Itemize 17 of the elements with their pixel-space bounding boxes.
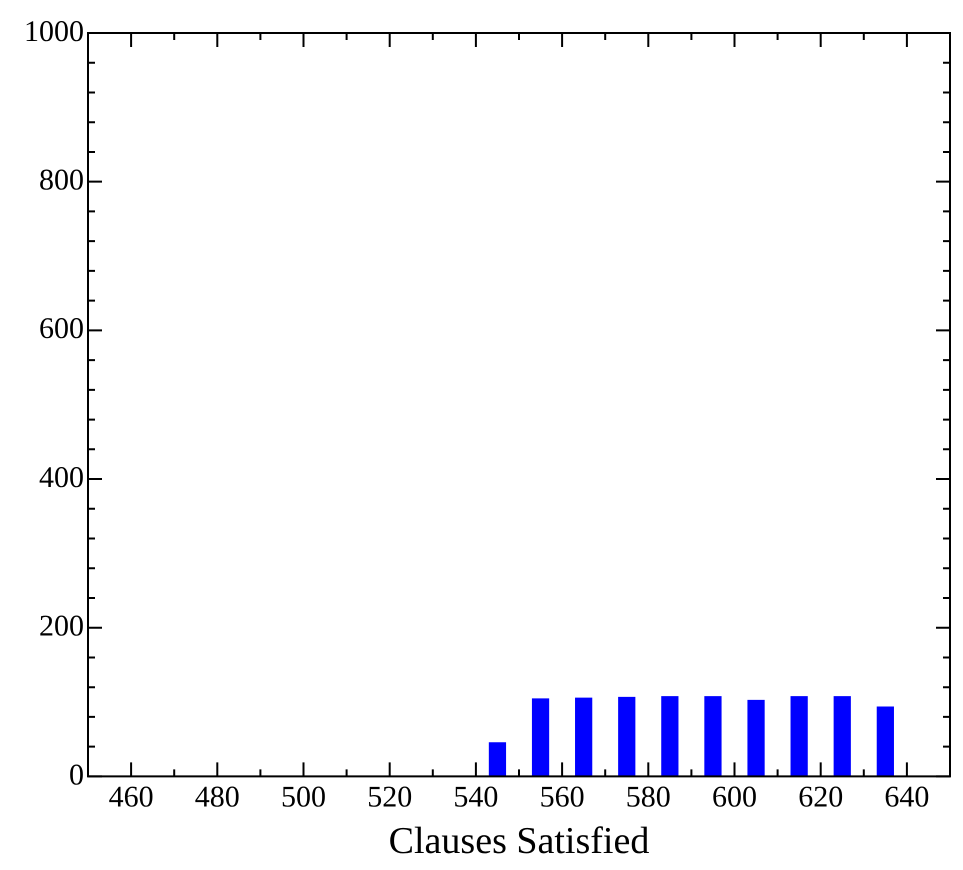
y-tick-label: 800	[39, 164, 84, 197]
y-tick-label: 200	[39, 610, 84, 643]
x-tick-label: 560	[540, 780, 585, 814]
x-tick-label: 540	[453, 780, 498, 814]
x-axis-title: Clauses Satisfied	[388, 820, 650, 862]
x-tick-label: 500	[281, 780, 326, 814]
x-tick-label: 520	[367, 780, 412, 814]
x-tick-label: 640	[884, 780, 930, 814]
x-tick-label: 460	[108, 780, 154, 814]
y-tick-label: 600	[39, 312, 84, 346]
x-tick-label: 480	[194, 780, 240, 814]
y-tick-label: 1000	[24, 14, 84, 48]
x-tick-label: 600	[712, 780, 757, 814]
y-tick-label: 400	[39, 460, 84, 494]
y-tick-label: 0	[69, 758, 84, 792]
x-tick-label: 620	[798, 780, 844, 814]
x-tick-label: 580	[626, 780, 671, 814]
